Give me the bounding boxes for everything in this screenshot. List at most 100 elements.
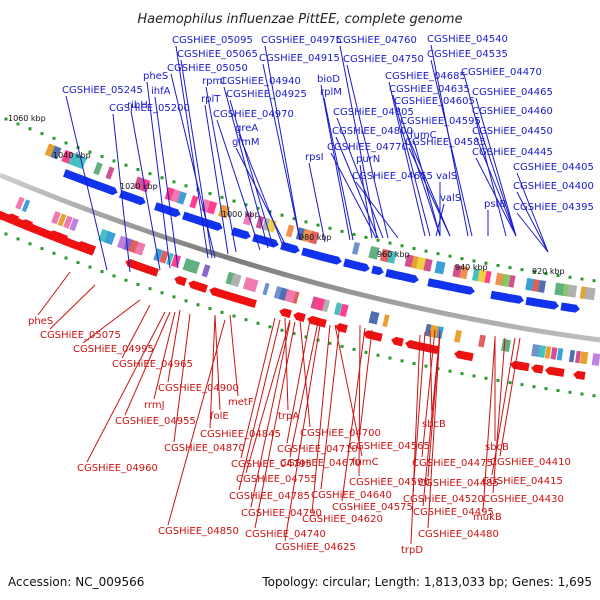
tick-dot <box>100 155 104 159</box>
tick-dot <box>172 180 176 184</box>
lower-label-leader <box>358 329 373 441</box>
tick-dot <box>160 176 164 180</box>
gene-feature-block <box>122 237 134 252</box>
tick-label: 920 kbp <box>532 267 565 276</box>
tick-dot <box>580 277 584 281</box>
lower-label-leader <box>86 311 166 463</box>
gene-feature-block <box>477 269 487 283</box>
upper-label-leader <box>346 64 389 239</box>
reverse-gene-arrow <box>146 266 159 277</box>
tick-dot <box>376 353 380 357</box>
lower-label-leader <box>427 331 441 529</box>
forward-gene-arrow <box>406 273 419 284</box>
lower-gene-label: CGSHiEE_04710 <box>277 444 358 455</box>
lower-label-leader <box>49 284 96 330</box>
lower-label-leader <box>229 314 239 397</box>
gene-feature-block <box>159 250 169 264</box>
accession-text: Accession: NC_009566 <box>8 575 144 589</box>
forward-gene-arrow <box>546 300 559 310</box>
tick-dot <box>136 283 140 287</box>
upper-label-leader <box>130 110 161 271</box>
tick-dot <box>256 206 260 210</box>
tick-dot <box>244 318 248 322</box>
tick-dot <box>232 314 236 318</box>
upper-gene-label: CGSHiEE_04750 <box>343 54 424 65</box>
tick-dot <box>520 268 524 272</box>
upper-label-leader <box>170 73 216 259</box>
tick-dot <box>592 279 596 283</box>
lower-gene-labels: pheS CGSHiEE_05075 CGSHiEE_04995 CGSHiEE_04… <box>28 271 571 556</box>
upper-label-leader <box>238 133 284 247</box>
tick-dot <box>580 392 584 396</box>
feature-layer <box>0 143 600 380</box>
upper-label-leader <box>264 45 301 241</box>
gene-feature-block <box>187 259 201 274</box>
gene-feature-block <box>484 270 492 284</box>
gene-feature-block <box>50 145 62 160</box>
tick-dot <box>232 199 236 203</box>
forward-gene-arrow <box>210 220 223 231</box>
gene-feature-block <box>459 265 469 280</box>
upper-gene-label: rplT <box>201 94 221 105</box>
gene-feature-block <box>284 289 296 303</box>
lower-gene-label: pheS <box>28 316 53 327</box>
lower-gene-label: CGSHiEE_04590 <box>349 477 430 488</box>
tick-dot <box>100 270 104 274</box>
forward-gene-arrow <box>133 194 146 206</box>
tick-dot <box>340 229 344 233</box>
tick-dot <box>328 341 332 345</box>
tick-label: 1020 kbp <box>120 182 158 191</box>
gene-feature-block <box>550 347 558 360</box>
gene-feature-block <box>382 314 390 328</box>
lower-gene-label: CGSHiEE_04430 <box>483 494 564 505</box>
gene-feature-block <box>434 260 446 275</box>
upper-label-leader <box>516 212 549 253</box>
tick-dot <box>424 249 428 253</box>
upper-gene-label: purN <box>356 154 380 165</box>
lower-label-leader <box>121 304 151 359</box>
upper-label-leader <box>235 147 287 247</box>
forward-gene-arrow <box>511 294 524 304</box>
gene-feature-block <box>73 154 87 170</box>
tick-dot <box>472 374 476 378</box>
gene-feature-block <box>568 349 576 363</box>
lower-label-leader <box>240 317 276 459</box>
upper-gene-label: valS <box>440 193 461 204</box>
lower-gene-label: CGSHiEE_04410 <box>490 457 571 468</box>
upper-gene-label: fumC <box>410 130 437 141</box>
gene-feature-block <box>333 302 343 316</box>
upper-label-leader <box>205 86 237 253</box>
tick-dot <box>184 184 188 188</box>
tick-dot <box>136 168 140 172</box>
tick-dot <box>424 364 428 368</box>
lower-gene-label: rrmJ <box>144 400 165 411</box>
gene-feature-block <box>424 323 432 337</box>
lower-gene-label: CGSHiEE_04415 <box>482 476 563 487</box>
gene-feature-block <box>321 299 331 313</box>
upper-gene-label: CGSHiEE_04915 <box>259 53 340 64</box>
lower-gene-label: CGSHiEE_04520 <box>403 494 484 505</box>
gene-feature-block <box>273 286 283 300</box>
tick-dot <box>148 172 152 176</box>
gene-feature-block <box>544 346 552 359</box>
upper-gene-label: CGSHiEE_04450 <box>472 126 553 137</box>
tick-dot <box>364 235 368 239</box>
tick-dot <box>280 328 284 332</box>
tick-label: 1040 kbp <box>53 151 91 160</box>
lower-label-leader <box>245 319 291 474</box>
tick-dot-layer <box>4 117 596 398</box>
gene-feature-block <box>63 215 73 229</box>
gene-feature-block <box>105 166 115 180</box>
upper-label-leader <box>229 99 274 247</box>
tick-dot <box>28 127 32 131</box>
tick-dot <box>148 287 152 291</box>
lower-label-leader <box>341 327 366 502</box>
gene-feature-block <box>117 235 127 250</box>
lower-gene-label: CGSHiEE_05075 <box>40 330 121 341</box>
upper-label-leader <box>336 117 384 239</box>
lower-gene-label: CGSHiEE_04565 <box>349 441 430 452</box>
reverse-gene-arrow <box>426 344 439 355</box>
upper-label-leader <box>180 59 213 259</box>
tick-dot <box>484 261 488 265</box>
reverse-gene-arrow <box>531 364 544 374</box>
